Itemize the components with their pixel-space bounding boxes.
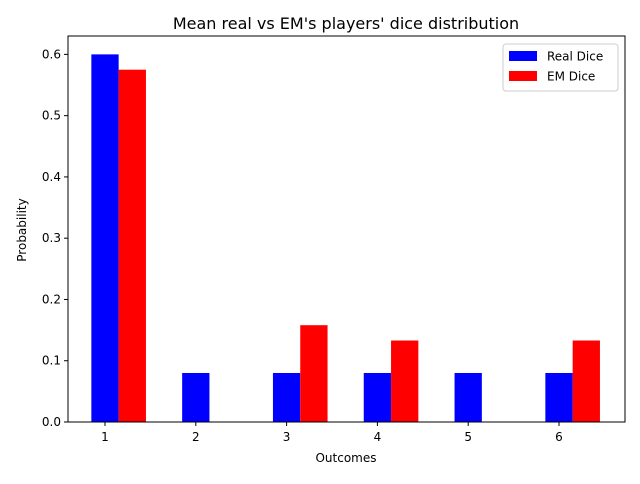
legend: Real Dice EM Dice bbox=[502, 43, 619, 92]
y-tick-label: 0.3 bbox=[42, 231, 61, 245]
y-tick-label: 0.6 bbox=[42, 47, 61, 61]
bars-layer bbox=[91, 54, 600, 422]
x-tick-label: 5 bbox=[464, 430, 472, 444]
axes-layer: 0.0 0.1 0.2 0.3 0.4 0.5 0.6 1 2 3 4 5 6 bbox=[42, 35, 626, 444]
plot-frame bbox=[67, 35, 626, 423]
bar-real-dice-6 bbox=[545, 372, 573, 422]
x-tick-label: 6 bbox=[555, 430, 563, 444]
y-tick-label: 0.4 bbox=[42, 170, 61, 184]
bar-em-dice-4 bbox=[391, 340, 419, 422]
y-tick-label: 0.2 bbox=[42, 292, 61, 306]
x-tick-label: 4 bbox=[374, 430, 382, 444]
y-tick-label: 0.5 bbox=[42, 109, 61, 123]
y-axis-label: Probability bbox=[15, 198, 29, 261]
x-tick-label: 1 bbox=[101, 430, 109, 444]
bar-em-dice-6 bbox=[572, 340, 600, 422]
legend-label: Real Dice bbox=[547, 50, 603, 64]
bar-real-dice-3 bbox=[272, 372, 301, 422]
x-tick-label: 3 bbox=[283, 430, 291, 444]
x-axis-label: Outcomes bbox=[315, 451, 376, 465]
bar-real-dice-4 bbox=[363, 372, 392, 422]
bar-real-dice-5 bbox=[454, 372, 482, 422]
bar-real-dice-1 bbox=[91, 54, 119, 422]
x-tick-label: 2 bbox=[192, 430, 200, 444]
chart-title: Mean real vs EM's players' dice distribu… bbox=[173, 14, 519, 33]
legend-swatch bbox=[509, 71, 537, 81]
bar-real-dice-2 bbox=[182, 372, 210, 422]
legend-swatch bbox=[509, 51, 537, 61]
legend-label: EM Dice bbox=[547, 70, 595, 84]
bar-em-dice-3 bbox=[300, 325, 328, 422]
y-tick-label: 0.0 bbox=[42, 415, 61, 429]
y-tick-label: 0.1 bbox=[42, 354, 61, 368]
bar-em-dice-1 bbox=[118, 69, 146, 422]
